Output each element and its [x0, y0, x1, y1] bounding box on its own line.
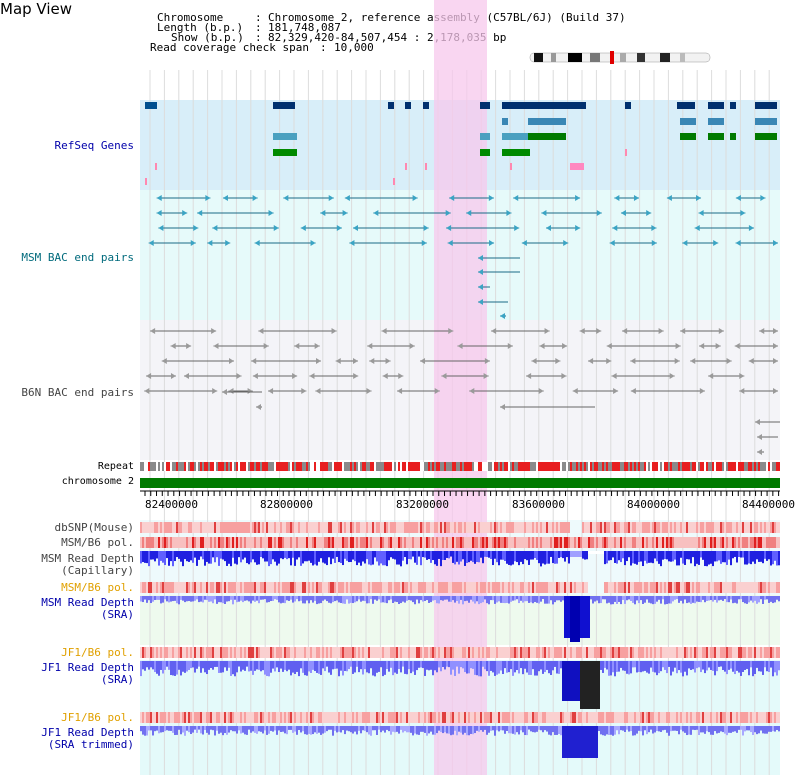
- track-label-jf1-depth-trimmed-sub: (SRA trimmed): [47, 738, 134, 751]
- track-label-jf1-depth-trimmed[interactable]: JF1 Read Depth: [41, 726, 134, 739]
- track-label-refseq[interactable]: RefSeq Genes: [54, 139, 134, 152]
- track-label-msm-bac[interactable]: MSM BAC end pairs: [21, 251, 134, 264]
- track-label-msm-depth-sra[interactable]: MSM Read Depth: [41, 596, 134, 609]
- track-label-msm-depth-capillary[interactable]: MSM Read Depth: [41, 552, 134, 565]
- track-label-b6n-bac[interactable]: B6N BAC end pairs: [21, 386, 134, 399]
- axis-tick-84000000: 84000000: [627, 498, 680, 511]
- msm-bac-end-pairs[interactable]: [148, 195, 778, 319]
- axis-tick-82400000: 82400000: [145, 498, 198, 511]
- selection-highlight[interactable]: [434, 0, 487, 775]
- track-label-jf1-b6-pol[interactable]: JF1/B6 pol.: [61, 646, 134, 659]
- track-label-repeat[interactable]: Repeat: [97, 461, 134, 472]
- track-label-jf1-depth-sra[interactable]: JF1 Read Depth: [41, 661, 134, 674]
- track-label-jf1-depth-sra-sub: (SRA): [100, 673, 134, 686]
- chromosome-ideogram[interactable]: [529, 51, 711, 64]
- axis-tick-84400000: 84400000: [742, 498, 795, 511]
- axis-tick-83600000: 83600000: [512, 498, 565, 511]
- track-label-msm-depth-capillary-sub: (Capillary): [61, 564, 134, 577]
- track-label-msm-b6-pol-2[interactable]: MSM/B6 pol.: [61, 581, 134, 594]
- chromosome-bar[interactable]: [140, 478, 780, 488]
- page-title: Map View: [0, 0, 73, 18]
- repeat-track[interactable]: [140, 462, 780, 471]
- track-label-msm-depth-sra-sub: (SRA): [100, 608, 134, 621]
- show-key: Show (b.p.): [171, 31, 244, 44]
- b6n-bac-end-pairs[interactable]: [144, 328, 780, 455]
- read-coverage-value: 10,000: [334, 41, 374, 54]
- track-label-jf1-b6-pol-2[interactable]: JF1/B6 pol.: [61, 711, 134, 724]
- axis-tick-83200000: 83200000: [396, 498, 449, 511]
- length-key: Length (b.p.): [157, 21, 244, 34]
- track-label-dbsnp[interactable]: dbSNP(Mouse): [54, 521, 134, 534]
- length-value: 181,748,087: [268, 21, 341, 34]
- track-label-chromosome[interactable]: chromosome 2: [61, 476, 134, 487]
- axis-tick-82800000: 82800000: [260, 498, 313, 511]
- chromosome-key: Chromosome: [157, 11, 224, 24]
- refseq-genes[interactable]: [145, 102, 777, 185]
- read-coverage-key: Read coverage check span: [150, 41, 309, 54]
- track-label-msm-b6-pol[interactable]: MSM/B6 pol.: [61, 536, 134, 549]
